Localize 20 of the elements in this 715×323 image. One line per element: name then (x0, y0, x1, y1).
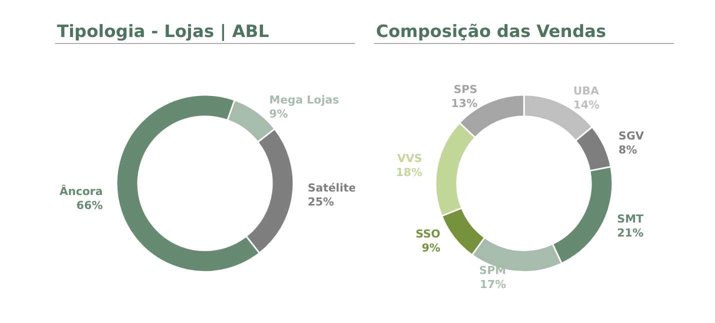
slice-label: SMT (617, 212, 644, 226)
data-label: 21% (617, 226, 644, 240)
data-label: 14% (573, 98, 600, 112)
data-label: 66% (76, 198, 103, 212)
data-label: 25% (308, 195, 334, 208)
slice-label: SPS (454, 83, 478, 96)
data-label: 13% (451, 97, 478, 110)
slice-label: SSO (416, 228, 440, 241)
slice-label: Mega Lojas (269, 93, 340, 106)
data-label: 9% (422, 242, 440, 255)
data-label: 18% (396, 166, 422, 180)
data-label: 17% (480, 278, 506, 291)
slice-label: Âncora (59, 184, 103, 198)
slice-label: UBA (573, 84, 600, 98)
data-label: 9% (269, 107, 288, 120)
slice-label: VVS (397, 152, 422, 166)
slice-label: SGV (618, 130, 644, 143)
data-label: 8% (618, 144, 638, 157)
chart-title: Composição das Vendas (374, 22, 674, 44)
chart-title: Tipologia - Lojas | ABL (55, 22, 355, 44)
